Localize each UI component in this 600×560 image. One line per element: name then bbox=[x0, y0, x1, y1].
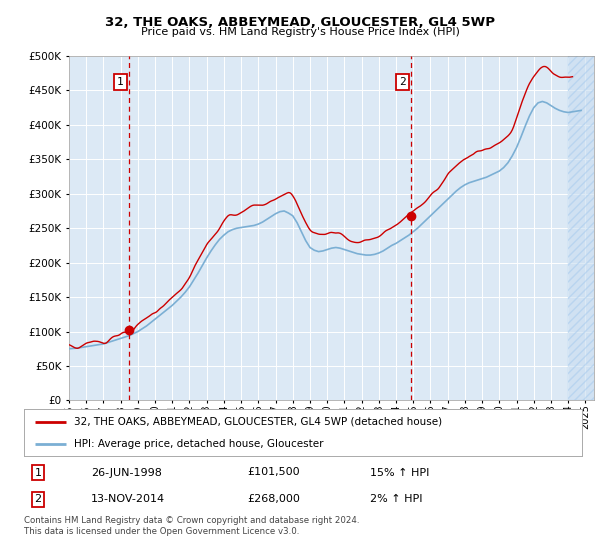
Text: 2: 2 bbox=[34, 494, 41, 504]
Text: 32, THE OAKS, ABBEYMEAD, GLOUCESTER, GL4 5WP (detached house): 32, THE OAKS, ABBEYMEAD, GLOUCESTER, GL4… bbox=[74, 417, 442, 427]
Text: 2: 2 bbox=[399, 77, 406, 87]
Text: 1: 1 bbox=[34, 468, 41, 478]
Text: £268,000: £268,000 bbox=[247, 494, 300, 504]
Text: HPI: Average price, detached house, Gloucester: HPI: Average price, detached house, Glou… bbox=[74, 438, 324, 449]
Text: 1: 1 bbox=[117, 77, 124, 87]
Text: £101,500: £101,500 bbox=[247, 468, 300, 478]
Text: 13-NOV-2014: 13-NOV-2014 bbox=[91, 494, 165, 504]
Text: Price paid vs. HM Land Registry's House Price Index (HPI): Price paid vs. HM Land Registry's House … bbox=[140, 27, 460, 37]
Text: 15% ↑ HPI: 15% ↑ HPI bbox=[370, 468, 430, 478]
Text: 2% ↑ HPI: 2% ↑ HPI bbox=[370, 494, 422, 504]
Text: 26-JUN-1998: 26-JUN-1998 bbox=[91, 468, 162, 478]
Bar bbox=[568, 56, 600, 400]
Text: Contains HM Land Registry data © Crown copyright and database right 2024.
This d: Contains HM Land Registry data © Crown c… bbox=[24, 516, 359, 536]
Text: 32, THE OAKS, ABBEYMEAD, GLOUCESTER, GL4 5WP: 32, THE OAKS, ABBEYMEAD, GLOUCESTER, GL4… bbox=[105, 16, 495, 29]
